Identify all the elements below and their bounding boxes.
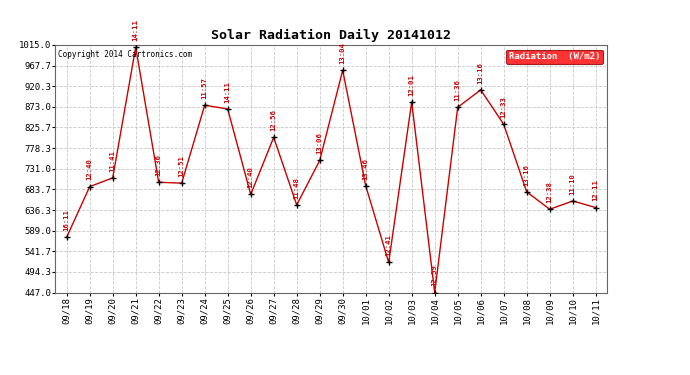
Text: 12:36: 12:36 xyxy=(156,154,161,176)
Text: 13:06: 13:06 xyxy=(317,132,323,154)
Text: 12:41: 12:41 xyxy=(386,234,392,256)
Legend: Radiation  (W/m2): Radiation (W/m2) xyxy=(506,50,602,64)
Text: 14:11: 14:11 xyxy=(225,81,230,103)
Text: 12:01: 12:01 xyxy=(408,74,415,96)
Title: Solar Radiation Daily 20141012: Solar Radiation Daily 20141012 xyxy=(211,29,451,42)
Text: 13:04: 13:04 xyxy=(339,42,346,64)
Text: 11:10: 11:10 xyxy=(570,173,575,195)
Text: 12:56: 12:56 xyxy=(270,110,277,131)
Text: Copyright 2014 Cartronics.com: Copyright 2014 Cartronics.com xyxy=(58,50,192,59)
Text: 13:16: 13:16 xyxy=(524,164,530,186)
Text: 14:11: 14:11 xyxy=(132,19,139,41)
Text: 12:40: 12:40 xyxy=(87,159,92,180)
Text: 12:40: 12:40 xyxy=(248,166,254,188)
Text: 12:33: 12:33 xyxy=(501,96,506,118)
Text: 12:51: 12:51 xyxy=(179,155,185,177)
Text: 13:46: 13:46 xyxy=(363,158,368,180)
Text: 12:38: 12:38 xyxy=(546,181,553,203)
Text: 16:11: 16:11 xyxy=(63,209,70,231)
Text: 12:59: 12:59 xyxy=(432,264,437,286)
Text: 11:36: 11:36 xyxy=(455,79,461,101)
Text: 12:11: 12:11 xyxy=(593,180,599,201)
Text: 11:41: 11:41 xyxy=(110,150,116,172)
Text: 11:48: 11:48 xyxy=(294,177,299,199)
Text: 13:16: 13:16 xyxy=(477,62,484,84)
Text: 11:57: 11:57 xyxy=(201,77,208,99)
